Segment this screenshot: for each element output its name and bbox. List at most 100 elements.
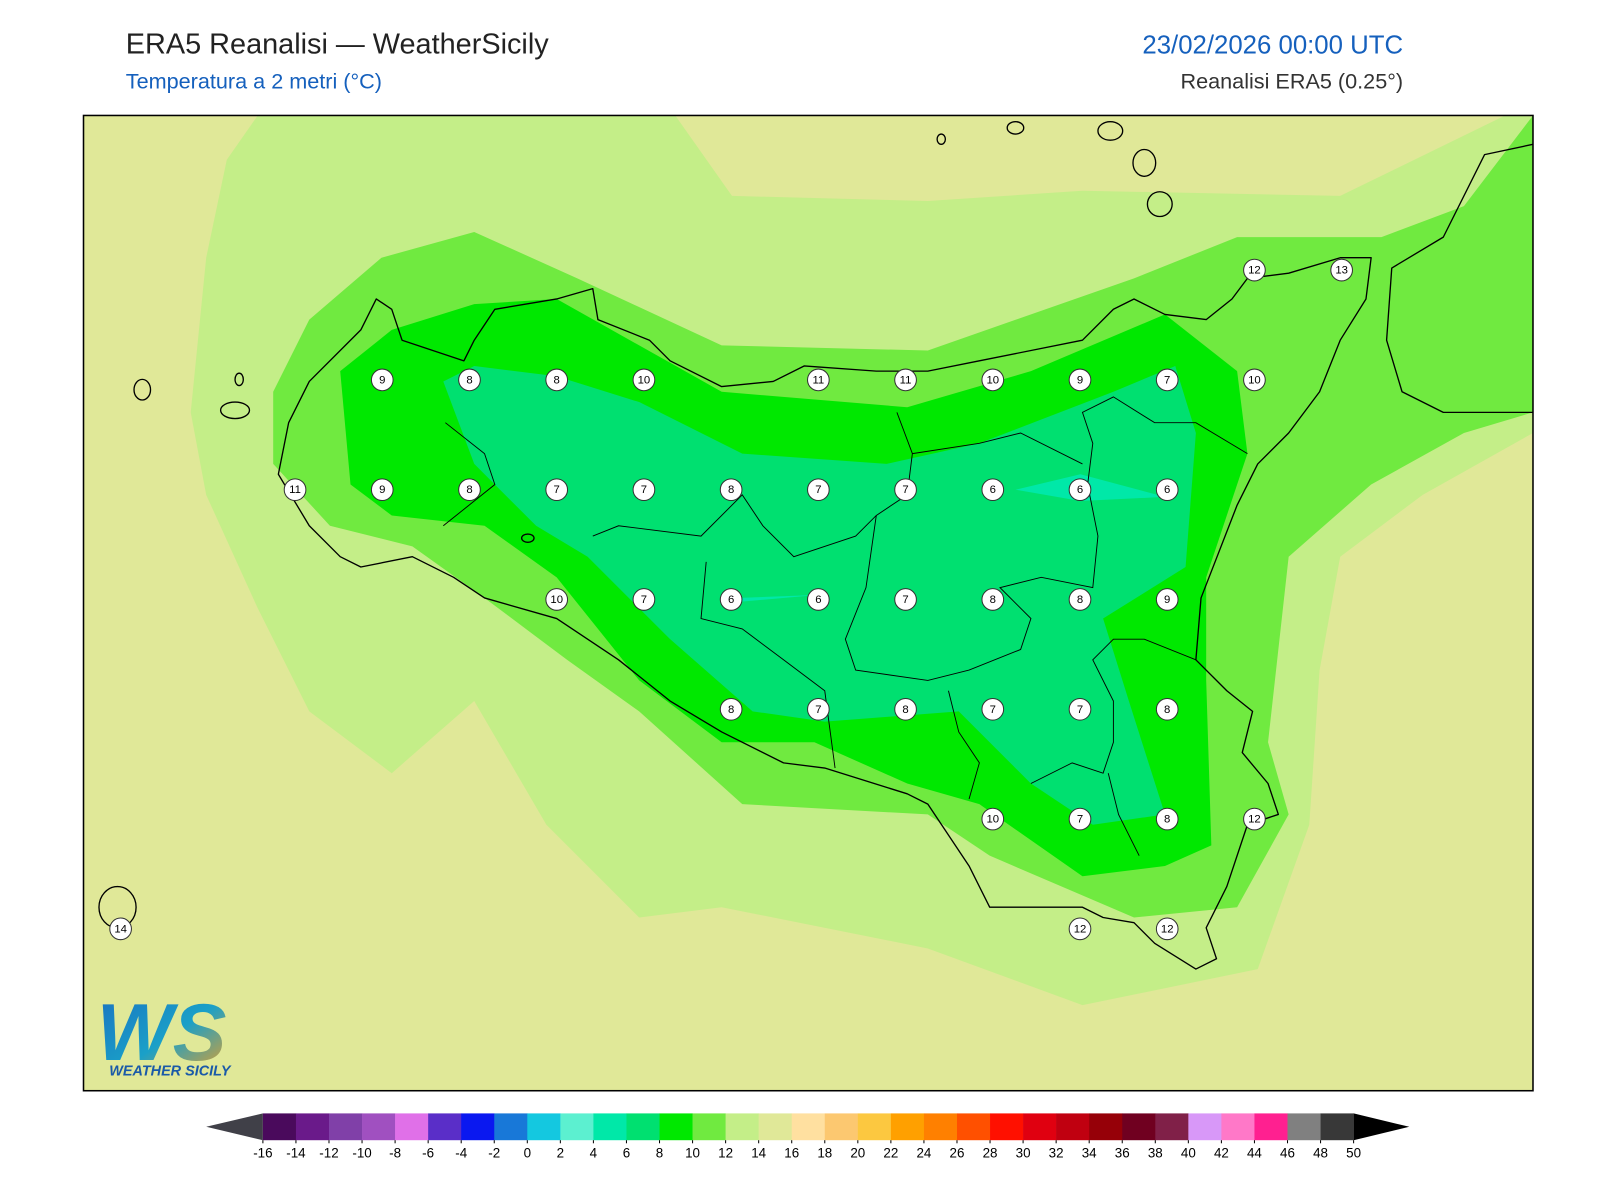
station-marker: [1155, 478, 1179, 502]
station-label: 10: [981, 807, 1005, 831]
station-value: 11: [289, 484, 301, 496]
station-label: 9: [370, 368, 394, 392]
station-marker: [283, 478, 307, 502]
color-swatch: [1122, 1113, 1156, 1141]
station-value: 12: [1074, 923, 1087, 935]
station-value: 8: [728, 704, 734, 716]
station-marker: [109, 917, 132, 941]
station-value: 11: [900, 374, 912, 386]
tick-label: -4: [455, 1146, 467, 1161]
station-marker: [1068, 478, 1092, 502]
island: [219, 401, 251, 420]
island: [1097, 120, 1124, 141]
station-value: 8: [1164, 814, 1170, 826]
station-marker: [719, 588, 743, 611]
color-swatch: [990, 1113, 1024, 1141]
station-label: 11: [283, 478, 307, 502]
station-value: 6: [990, 484, 996, 496]
tick-label: 8: [656, 1146, 663, 1161]
island: [520, 533, 535, 543]
station-marker: [545, 478, 569, 502]
colorbar: -16 -14 -12 -10 -8 -6 -4 -2 0 2 4 6 8 10 12 14 16 18 20 22 2…: [206, 1113, 1410, 1161]
tick-label: 38: [1148, 1146, 1163, 1161]
color-swatch: [395, 1113, 429, 1141]
station-value: 6: [1077, 484, 1083, 496]
tick-label: -8: [389, 1146, 401, 1161]
tick-label: 42: [1214, 1146, 1229, 1161]
station-marker: [894, 478, 917, 502]
tick-label: 4: [590, 1146, 598, 1161]
color-swatch: [262, 1113, 297, 1141]
subtitle: Temperatura a 2 metri (°C): [126, 69, 382, 94]
tick-label: 50: [1346, 1146, 1361, 1161]
station-marker: [807, 588, 830, 611]
station-label: 6: [1068, 478, 1092, 502]
station-label: 7: [1068, 807, 1092, 831]
station-label: 14: [109, 917, 132, 941]
color-swatch: [1221, 1113, 1255, 1141]
station-marker: [1155, 917, 1179, 941]
station-marker: [894, 588, 917, 611]
station-marker: [1155, 697, 1179, 721]
color-swatch: [659, 1113, 693, 1141]
tick-label: -6: [422, 1146, 434, 1161]
coastline: [277, 257, 1372, 970]
color-swatch: [1155, 1113, 1189, 1141]
station-label: 12: [1243, 258, 1266, 282]
station-label: 7: [807, 478, 830, 502]
station-marker: [807, 368, 830, 392]
station-marker: [370, 368, 394, 392]
station-label: 7: [632, 478, 656, 502]
station-value: 11: [812, 374, 824, 386]
tick-label: 36: [1115, 1146, 1130, 1161]
station-marker: [1068, 588, 1092, 611]
color-swatch: [1287, 1113, 1321, 1141]
tick-label: 12: [718, 1146, 733, 1161]
station-value: 7: [902, 484, 908, 496]
station-marker: [1243, 258, 1266, 282]
station-value: 10: [638, 374, 651, 386]
map: 12 13 9 8 8 10 11 11 10 9 7 10 11 9 8 7 7 8 7 7 6 6 6 10 7 6 6 7 8 8 9…: [83, 115, 1533, 1091]
station-value: 7: [1077, 704, 1083, 716]
color-swatch: [857, 1113, 892, 1141]
color-swatch: [890, 1113, 925, 1141]
tick-label: 32: [1049, 1146, 1064, 1161]
station-label: 8: [719, 478, 743, 502]
station-value: 12: [1161, 923, 1174, 935]
station-value: 9: [1164, 594, 1170, 606]
station-label: 12: [1068, 917, 1092, 941]
station-label: 8: [981, 588, 1005, 611]
station-label: 7: [894, 478, 917, 502]
color-swatch: [461, 1113, 495, 1141]
station-value: 10: [986, 374, 999, 386]
station-marker: [1330, 258, 1353, 282]
station-value: 8: [990, 594, 996, 606]
station-marker: [632, 478, 656, 502]
station-value: 8: [728, 484, 734, 496]
color-swatch: [593, 1113, 627, 1141]
tick-label: 46: [1280, 1146, 1295, 1161]
station-label: 8: [894, 697, 917, 721]
station-marker: [1155, 807, 1179, 831]
station-value: 8: [1164, 704, 1170, 716]
station-label: 10: [1243, 368, 1266, 392]
station-marker: [370, 478, 394, 502]
station-value: 7: [554, 484, 560, 496]
station-marker: [807, 478, 830, 502]
station-label: 10: [545, 588, 569, 611]
station-marker: [632, 588, 656, 611]
station-label: 11: [807, 368, 830, 392]
station-marker: [545, 588, 569, 611]
color-swatch: [560, 1113, 594, 1141]
station-marker: [632, 368, 656, 392]
color-swatch: [824, 1113, 859, 1141]
title: ERA5 Reanalisi — WeatherSicily: [126, 29, 549, 61]
border: [443, 396, 1248, 856]
station-marker: [894, 697, 917, 721]
station-label: 13: [1330, 258, 1353, 282]
color-swatch: [1320, 1113, 1354, 1141]
color-swatch: [362, 1113, 396, 1141]
station-label: 6: [1155, 478, 1179, 502]
color-swatch: [1089, 1113, 1123, 1141]
